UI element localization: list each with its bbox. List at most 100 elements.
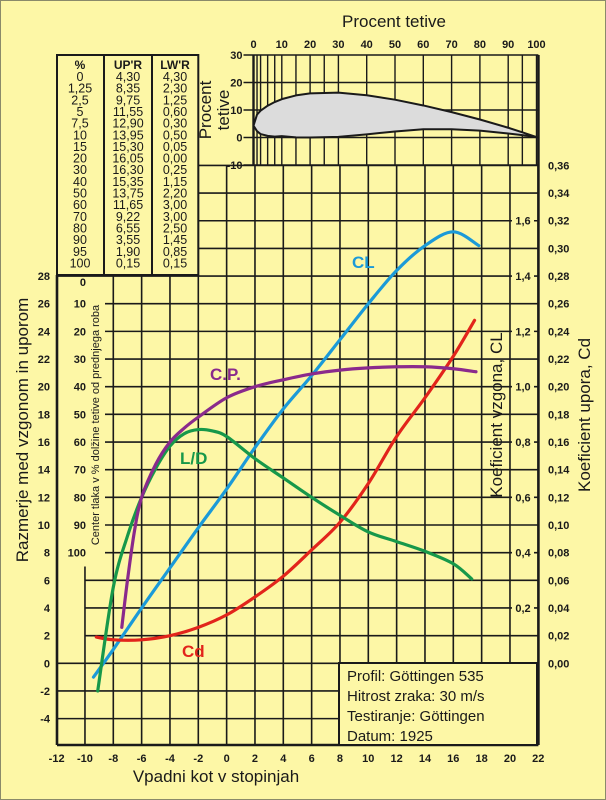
cd-tick-label: 0,10	[548, 520, 569, 532]
table-cell-lower: 0,30	[163, 117, 187, 131]
cd-tick-label: 0,18	[548, 409, 569, 421]
x-tick-label: 8	[337, 753, 343, 765]
ratio-tick-label: 26	[38, 299, 50, 311]
airfoil-title: Procent tetive	[342, 12, 446, 31]
cp-tick-label: 0	[80, 277, 86, 289]
ratio-tick-label: 4	[44, 603, 51, 615]
table-cell-upper: 13,95	[112, 128, 143, 142]
curves	[91, 230, 481, 693]
airfoil-y-tick: 20	[230, 78, 242, 90]
table-cell-station: 90	[73, 233, 87, 247]
ratio-tick-label: 2	[44, 631, 50, 643]
table-cell-upper: 13,75	[112, 187, 143, 201]
table-cell-upper: 8,35	[116, 82, 140, 96]
ratio-tick-label: 6	[44, 575, 50, 587]
table-cell-lower: 0,85	[163, 245, 187, 259]
cp-tick-label: 60	[74, 437, 86, 449]
cp-tick-label: 80	[74, 492, 86, 504]
table-cell-lower: 0,15	[163, 256, 187, 270]
curve-cl	[91, 230, 481, 679]
cl-tick-label: 0,6	[515, 492, 530, 504]
table-cell-upper: 6,55	[116, 221, 140, 235]
airfoil-x-tick: 90	[502, 39, 514, 51]
cd-tick-label: 0,08	[548, 548, 569, 560]
cd-tick-label: 0,32	[548, 216, 569, 228]
airfoil-x-tick: 60	[417, 39, 429, 51]
cl-tick-label: 0,8	[515, 437, 530, 449]
table-header: UP'R	[114, 58, 143, 72]
cl-tick-label: 1,0	[515, 382, 530, 394]
series-label-ld: L/D	[180, 449, 207, 468]
cp-tick-label: 10	[74, 299, 86, 311]
x-tick-label: 20	[504, 753, 516, 765]
table-cell-station: 20	[73, 152, 87, 166]
cd-tick-label: 0,30	[548, 243, 569, 255]
curve-cd	[94, 318, 477, 642]
cd-tick-label: 0,20	[548, 382, 569, 394]
cl-axis-title: Koeficient vzgona, CL	[487, 332, 506, 497]
ratio-tick-label: 0	[44, 658, 50, 670]
cp-tick-label: 20	[74, 326, 86, 338]
ratio-tick-label: -2	[40, 686, 50, 698]
table-cell-station: 7,5	[71, 117, 88, 131]
x-tick-label: 4	[280, 753, 287, 765]
cl-tick-label: 0,2	[515, 603, 530, 615]
ratio-tick-label: 8	[44, 548, 50, 560]
airfoil-ylabel-line2: tetive	[214, 90, 233, 131]
ratio-tick-label: 14	[38, 465, 51, 477]
ratio-tick-label: 10	[38, 520, 50, 532]
cp-tick-label: 70	[74, 465, 86, 477]
x-tick-label: 2	[252, 753, 258, 765]
cd-tick-label: 0,12	[548, 492, 569, 504]
table-cell-lower: 2,20	[163, 187, 187, 201]
x-tick-label: 18	[476, 753, 488, 765]
table-cell-upper: 16,05	[112, 152, 143, 166]
ratio-tick-label: 22	[38, 354, 50, 366]
info-profile: Profil: Göttingen 535	[347, 668, 484, 685]
cd-tick-label: 0,06	[548, 575, 569, 587]
table-cell-upper: 11,55	[113, 105, 143, 119]
table-cell-lower: 4,30	[163, 70, 187, 84]
cd-tick-label: 0,04	[548, 603, 570, 615]
airfoil-x-tick: 70	[445, 39, 457, 51]
cd-tick-label: 0,34	[548, 188, 570, 200]
info-box: Profil: Göttingen 535 Hitrost zraka: 30 …	[338, 662, 538, 746]
table-cell-station: 40	[73, 175, 87, 189]
airfoil-x-tick: 10	[276, 39, 288, 51]
table-cell-upper: 16,30	[112, 163, 143, 177]
table-cell-lower: 3,00	[163, 210, 187, 224]
airfoil-x-tick: 50	[389, 39, 401, 51]
table-cell-upper: 15,35	[112, 175, 143, 189]
cp-tick-label: 90	[74, 520, 86, 532]
table-cell-upper: 9,22	[116, 210, 140, 224]
info-date: Datum: 1925	[347, 728, 433, 745]
cl-tick-bg	[512, 380, 534, 393]
airfoil-y-tick: -10	[227, 160, 243, 172]
ratio-tick-label: 20	[38, 382, 50, 394]
table-cell-station: 80	[73, 221, 87, 235]
cl-tick-bg	[512, 601, 534, 614]
table-cell-station: 50	[73, 187, 87, 201]
ratio-tick-label: -4	[40, 714, 51, 726]
info-testing: Testiranje: Göttingen	[347, 708, 485, 725]
airfoil-x-tick: 80	[474, 39, 486, 51]
ratio-axis-title: Razmerje med vzgonom in uporom	[13, 298, 32, 563]
x-tick-label: -8	[108, 753, 118, 765]
airfoil-x-tick: 30	[332, 39, 344, 51]
table-cell-lower: 0,60	[163, 105, 187, 119]
x-tick-label: 22	[532, 753, 544, 765]
cp-tick-label: 40	[74, 382, 86, 394]
table-cell-lower: 3,00	[163, 198, 187, 212]
profile-table: % UP'R LW'R 0 4,30 4,30 1,25 8,35 2,30 2,5 9,75 1,2…	[56, 54, 200, 276]
cl-tick-bg	[512, 546, 534, 559]
table-cell-lower: 1,45	[163, 233, 187, 247]
info-airspeed: Hitrost zraka: 30 m/s	[347, 688, 485, 705]
x-tick-label: -12	[49, 753, 65, 765]
airfoil-y-tick: 30	[230, 50, 242, 62]
series-label-cd: Cd	[182, 642, 205, 661]
table-cell-upper: 12,90	[112, 117, 143, 131]
airfoil-x-tick: 20	[304, 39, 316, 51]
ratio-tick-label: 24	[38, 326, 51, 338]
